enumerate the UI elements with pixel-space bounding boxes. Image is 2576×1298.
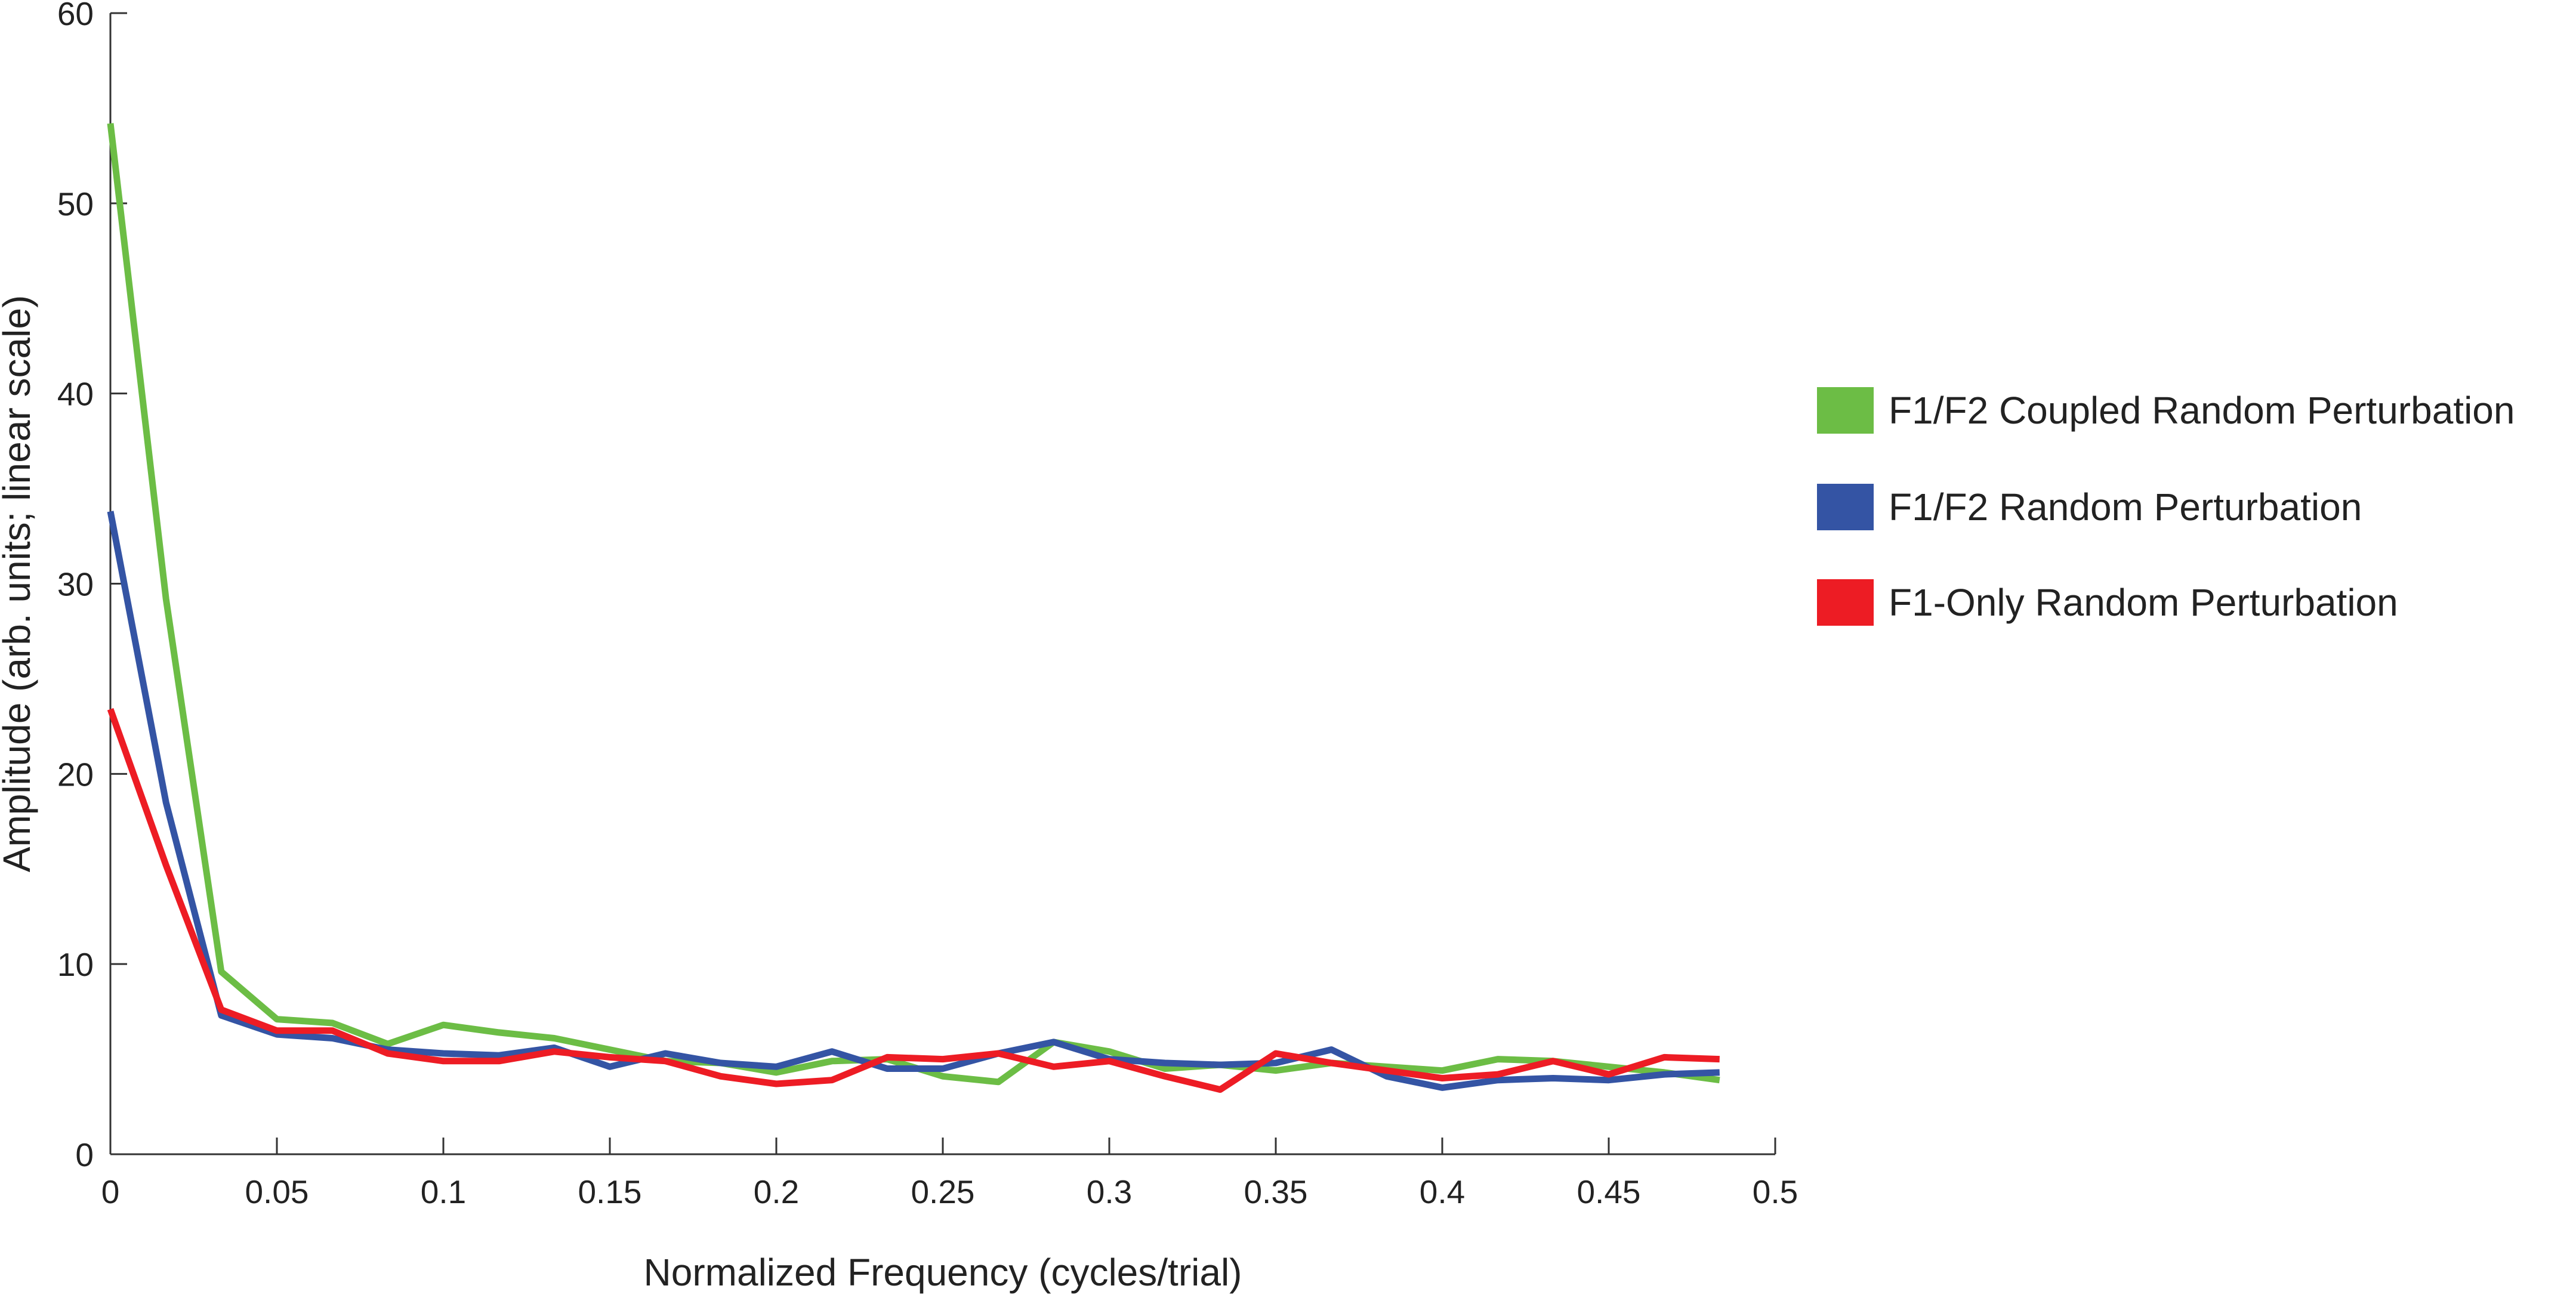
x-tick-label: 0.5 [1753, 1173, 1798, 1210]
x-tick-label: 0 [101, 1173, 120, 1210]
y-tick-label: 30 [57, 566, 94, 603]
series-line-1 [107, 123, 1720, 1086]
x-tick-label: 0.3 [1087, 1173, 1132, 1210]
legend-label: F1/F2 Random Perturbation [1889, 486, 2362, 529]
legend-swatch [1817, 387, 1874, 434]
y-tick-label: 0 [75, 1136, 94, 1173]
legend: F1/F2 Coupled Random Perturbation F1/F2 R… [1817, 387, 2515, 626]
x-tick-label: 0.35 [1244, 1173, 1307, 1210]
series-lines [107, 123, 1720, 1093]
legend-label: F1-Only Random Perturbation [1889, 581, 2398, 624]
y-axis-label: Amplitude (arb. units; linear scale) [0, 295, 38, 873]
legend-swatch [1817, 579, 1874, 626]
x-tick-label: 0.05 [245, 1173, 308, 1210]
x-tick-label: 0.45 [1577, 1173, 1640, 1210]
x-tick-label: 0.15 [578, 1173, 641, 1210]
y-tick-label: 20 [57, 756, 94, 793]
x-tick-label: 0.1 [421, 1173, 466, 1210]
axes: 0 0.05 0.1 0.15 0.2 0.25 0.3 0.35 0.4 0.45 0.5 0 10 2… [57, 0, 1798, 1210]
y-tick-label: 10 [57, 946, 94, 983]
y-tick-label: 40 [57, 376, 94, 413]
x-tick-label: 0.4 [1420, 1173, 1465, 1210]
series-line-3 [107, 708, 1720, 1093]
x-tick-label: 0.2 [754, 1173, 799, 1210]
y-tick-label: 50 [57, 186, 94, 222]
x-tick-label: 0.25 [911, 1173, 974, 1210]
y-tick-label: 60 [57, 0, 94, 32]
legend-label: F1/F2 Coupled Random Perturbation [1889, 389, 2515, 432]
x-axis-label: Normalized Frequency (cycles/trial) [644, 1251, 1242, 1294]
legend-swatch [1817, 484, 1874, 530]
series-line-2 [107, 511, 1720, 1091]
